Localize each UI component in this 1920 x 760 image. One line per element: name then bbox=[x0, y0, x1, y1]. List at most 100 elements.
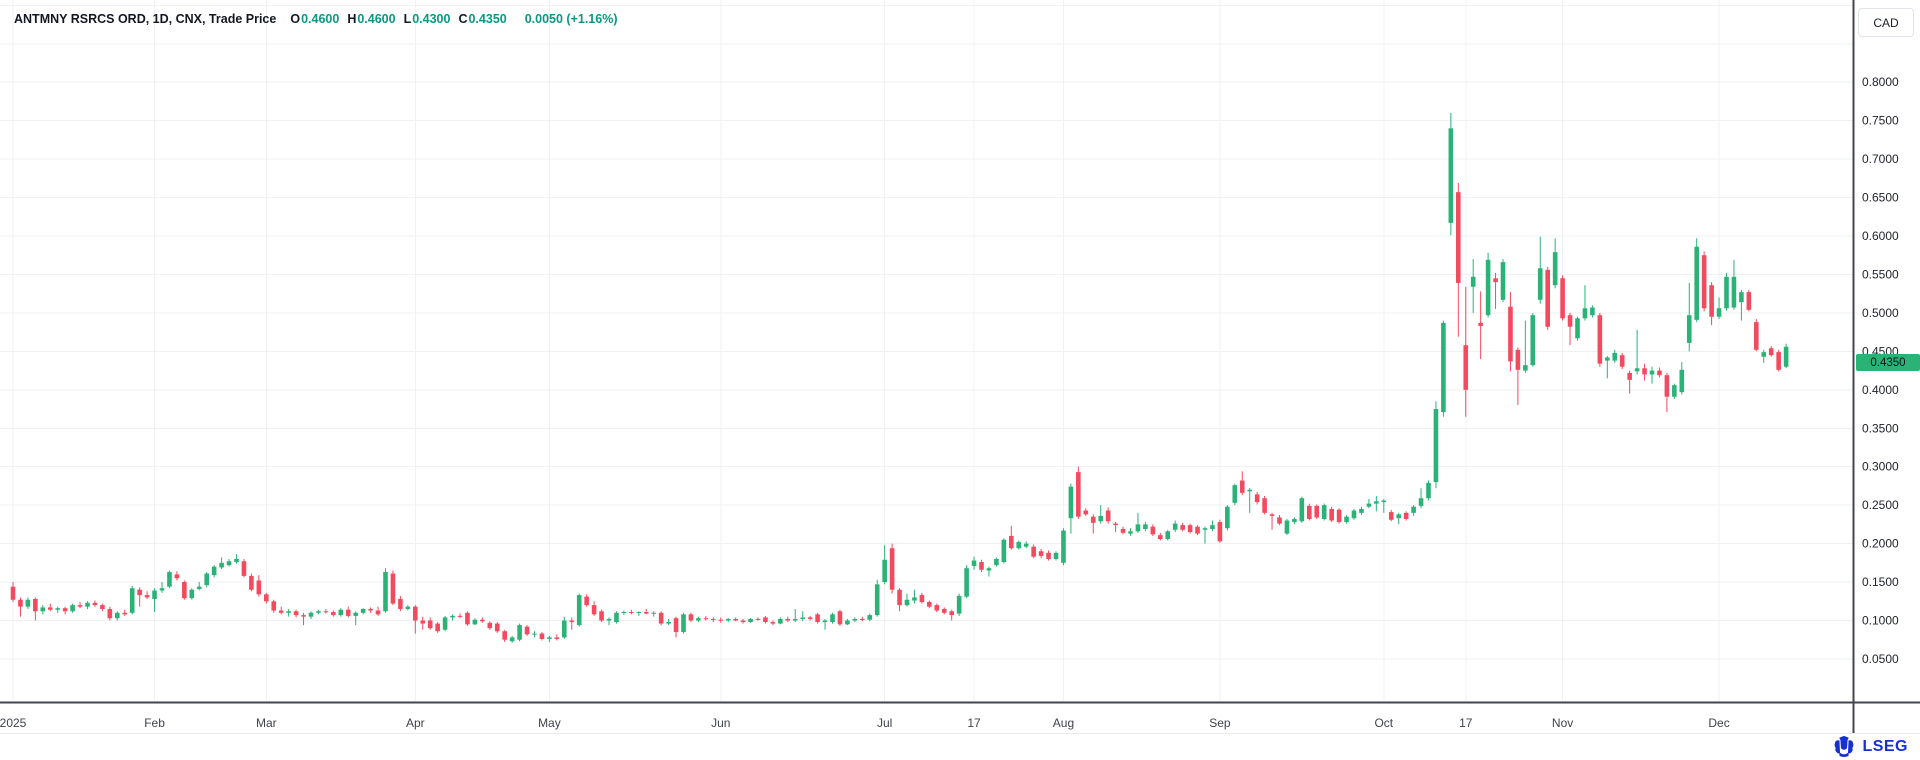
candle-body bbox=[1202, 528, 1208, 530]
candle-body bbox=[785, 618, 791, 621]
candle-body bbox=[1359, 508, 1364, 513]
candle-body bbox=[554, 637, 560, 639]
price-tick-label: 0.3500 bbox=[1862, 421, 1899, 435]
candle-body bbox=[92, 602, 98, 606]
candle-body bbox=[666, 622, 671, 624]
candle-body bbox=[1321, 505, 1327, 519]
candle-body bbox=[1210, 525, 1215, 529]
candle-body bbox=[70, 605, 75, 612]
ohlc-item: H 0.4600 bbox=[347, 12, 395, 26]
candle-body bbox=[338, 609, 344, 616]
candle-body bbox=[1247, 489, 1252, 492]
candle-body bbox=[1336, 509, 1342, 523]
candle-body bbox=[1552, 252, 1558, 286]
candle-body bbox=[1217, 522, 1223, 542]
time-axis-labels[interactable]: 2025 Feb Mar Apr May Jun Jul 17 Aug Sep Oct 17 Nov De… bbox=[0, 716, 1730, 730]
time-tick-label: Feb bbox=[144, 716, 165, 730]
candle-body bbox=[1701, 255, 1707, 309]
price-tick-label: 0.5500 bbox=[1862, 267, 1899, 281]
candle-body bbox=[494, 623, 500, 632]
currency-button[interactable]: CAD bbox=[1858, 8, 1914, 37]
candle-body bbox=[1232, 485, 1238, 503]
price-tick-label: 0.6500 bbox=[1862, 191, 1899, 205]
candle-body bbox=[398, 598, 403, 609]
candle-body bbox=[144, 595, 150, 598]
candle-body bbox=[792, 618, 798, 621]
candle-body bbox=[1694, 246, 1699, 320]
candle-body bbox=[1776, 352, 1781, 370]
candle-body bbox=[845, 620, 850, 625]
candle-body bbox=[1731, 276, 1737, 308]
candle-body bbox=[1657, 370, 1662, 376]
candle-body bbox=[1068, 486, 1074, 519]
candle-body bbox=[830, 614, 835, 623]
time-tick-label: Nov bbox=[1552, 716, 1573, 730]
lseg-logo: LSEG bbox=[1831, 736, 1908, 758]
candle-body bbox=[1456, 192, 1461, 283]
candle-body bbox=[1582, 308, 1588, 319]
candle-body bbox=[696, 618, 701, 621]
candle-body bbox=[1083, 510, 1089, 515]
candle-body bbox=[1709, 285, 1714, 317]
candle-body bbox=[62, 608, 68, 612]
candle-body bbox=[1403, 512, 1409, 519]
candle-body bbox=[345, 609, 351, 616]
candle-body bbox=[1463, 345, 1469, 390]
candle-body bbox=[1485, 259, 1491, 316]
candle-body bbox=[621, 612, 627, 614]
candle-body bbox=[1418, 498, 1424, 506]
candle-body bbox=[591, 605, 597, 615]
candle-body bbox=[1746, 292, 1752, 310]
candle-body bbox=[874, 584, 880, 616]
candle-body bbox=[1120, 528, 1126, 533]
candle-body bbox=[979, 562, 984, 570]
candle-body bbox=[740, 620, 746, 623]
candle-body bbox=[1716, 308, 1722, 317]
candle-body bbox=[1314, 505, 1320, 518]
candle-body bbox=[651, 612, 656, 614]
candle-body bbox=[405, 606, 411, 609]
candle-body bbox=[532, 633, 537, 635]
candle-body bbox=[1739, 292, 1744, 303]
candle-body bbox=[562, 620, 567, 638]
candle-body bbox=[852, 618, 858, 621]
price-tick-label: 0.6000 bbox=[1862, 229, 1899, 243]
candle-body bbox=[368, 608, 373, 611]
candle-body bbox=[331, 612, 336, 616]
candle-body bbox=[1180, 525, 1185, 530]
candle-body bbox=[599, 611, 604, 621]
candle-body bbox=[174, 574, 180, 579]
candle-body bbox=[1686, 315, 1692, 343]
candle-body bbox=[189, 589, 195, 599]
candle-body bbox=[1195, 526, 1200, 534]
candle-body bbox=[703, 618, 709, 620]
candle-body bbox=[1158, 535, 1163, 539]
candle-body bbox=[1590, 307, 1595, 316]
candle-body bbox=[219, 562, 224, 568]
price-tick-label: 0.3000 bbox=[1862, 460, 1899, 474]
candle-body bbox=[1031, 546, 1036, 557]
time-tick-label: Mar bbox=[256, 716, 277, 730]
candle-body bbox=[688, 614, 694, 621]
candle-body bbox=[1307, 505, 1312, 519]
candle-body bbox=[539, 633, 545, 639]
candle-body bbox=[941, 608, 947, 613]
candle-body bbox=[1172, 523, 1178, 530]
candle-body bbox=[778, 618, 783, 624]
candle-body bbox=[1366, 503, 1372, 507]
candle-body bbox=[1396, 514, 1401, 519]
candles-down bbox=[10, 182, 1781, 643]
time-tick-label: Jul bbox=[877, 716, 892, 730]
candle-body bbox=[1076, 472, 1081, 517]
candle-body bbox=[1754, 322, 1759, 350]
time-tick-label: Aug bbox=[1053, 716, 1074, 730]
candle-body bbox=[1262, 498, 1267, 513]
candle-body bbox=[234, 558, 239, 563]
candle-body bbox=[1508, 306, 1513, 362]
candle-body bbox=[107, 608, 113, 619]
price-tick-label: 0.2500 bbox=[1862, 498, 1899, 512]
candle-body bbox=[115, 612, 120, 619]
candle-body bbox=[614, 612, 619, 623]
